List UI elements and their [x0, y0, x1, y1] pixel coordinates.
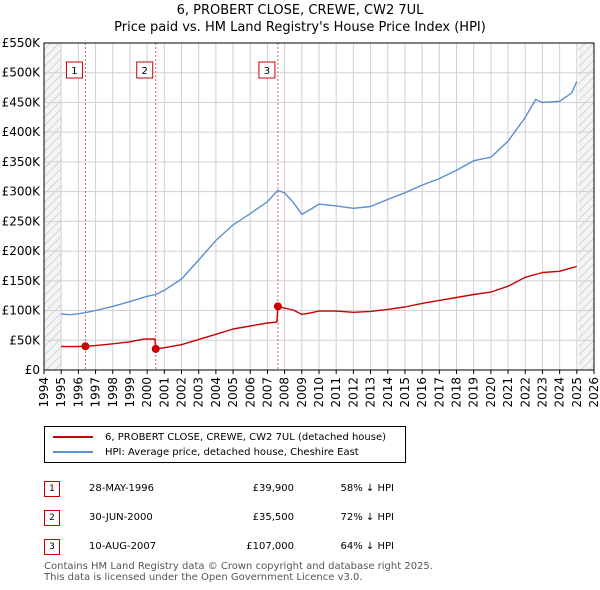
x-tick-label: 2019: [467, 377, 481, 408]
table-row: 2 30-JUN-2000 £35,500 72% ↓ HPI: [44, 503, 394, 532]
x-tick-label: 1997: [89, 377, 103, 408]
hatch-region-right: [578, 43, 594, 370]
sale-date: 10-AUG-2007: [89, 541, 157, 552]
y-tick-label: £0: [25, 363, 40, 377]
y-tick-label: £400K: [2, 125, 42, 139]
x-tick-label: 2018: [450, 377, 464, 408]
x-tick-label: 2025: [570, 377, 584, 408]
sale-label-box: [258, 61, 276, 79]
x-tick-label: 2006: [243, 377, 257, 408]
x-tick-label: 2022: [518, 377, 532, 408]
x-tick-label: 1994: [37, 377, 51, 408]
x-tick-label: 2012: [346, 377, 360, 408]
y-tick-label: £150K: [2, 274, 42, 288]
sale-price: £107,000: [246, 541, 294, 552]
table-row: 3 10-AUG-2007 £107,000 64% ↓ HPI: [44, 532, 394, 561]
x-tick-label: 2015: [398, 377, 412, 408]
x-tick-label: 2002: [175, 377, 189, 408]
legend-item-property: 6, PROBERT CLOSE, CREWE, CW2 7UL (detach…: [53, 430, 386, 444]
sale-point: [81, 342, 90, 351]
x-tick-label: 2020: [484, 377, 498, 408]
footer-copyright: Contains HM Land Registry data © Crown c…: [44, 561, 433, 572]
x-tick-label: 2005: [226, 377, 240, 408]
sale-label-box: [136, 61, 154, 79]
x-tick-label: 2014: [381, 377, 395, 408]
sale-label-text: 2: [142, 66, 148, 77]
x-tick-label: 2021: [501, 377, 515, 408]
x-tick-label: 2024: [553, 377, 567, 408]
sale-price: £35,500: [252, 512, 294, 523]
x-tick-label: 2009: [295, 377, 309, 408]
chart-title: 6, PROBERT CLOSE, CREWE, CW2 7UL: [176, 3, 424, 18]
y-tick-label: £200K: [2, 244, 42, 258]
y-tick-label: £250K: [2, 214, 42, 228]
sale-hpi-diff: 64% ↓ HPI: [340, 541, 394, 552]
y-tick-label: £50K: [9, 333, 41, 347]
x-tick-label: 2011: [329, 377, 343, 408]
sale-marker-2: 2: [44, 509, 60, 526]
sale-date: 28-MAY-1996: [89, 483, 155, 494]
hatch-region-left: [44, 43, 62, 370]
x-tick-label: 2016: [415, 377, 429, 408]
sale-point: [273, 302, 282, 311]
x-tick-label: 2001: [157, 377, 171, 408]
x-tick-label: 2003: [192, 377, 206, 408]
x-tick-label: 2023: [535, 377, 549, 408]
legend-swatch-property: [53, 436, 93, 438]
legend-item-hpi: HPI: Average price, detached house, Ches…: [53, 445, 359, 459]
y-tick-label: £550K: [2, 36, 42, 50]
x-tick-label: 1996: [71, 377, 85, 408]
legend-label-property: 6, PROBERT CLOSE, CREWE, CW2 7UL (detach…: [105, 431, 387, 443]
x-tick-label: 2026: [587, 377, 600, 408]
sale-label-text: 1: [71, 66, 77, 77]
sale-label-text: 3: [264, 66, 270, 77]
x-tick-label: 1998: [106, 377, 120, 408]
sale-marker-3: 3: [44, 538, 60, 555]
x-tick-label: 2013: [364, 377, 378, 408]
x-tick-label: 2007: [260, 377, 274, 408]
sale-label-box: [65, 61, 83, 79]
legend-swatch-hpi: [53, 451, 93, 453]
sale-point: [151, 344, 160, 353]
sale-marker-1: 1: [44, 480, 60, 497]
footer-licence: This data is licensed under the Open Gov…: [44, 572, 363, 583]
x-tick-label: 2000: [140, 377, 154, 408]
x-tick-label: 2004: [209, 377, 223, 408]
footer: Contains HM Land Registry data © Crown c…: [44, 561, 433, 583]
legend-label-hpi: HPI: Average price, detached house, Ches…: [105, 446, 359, 458]
sale-hpi-diff: 72% ↓ HPI: [340, 512, 394, 523]
sale-hpi-diff: 58% ↓ HPI: [340, 483, 394, 494]
y-tick-label: £500K: [2, 66, 42, 80]
table-row: 1 28-MAY-1996 £39,900 58% ↓ HPI: [44, 474, 394, 503]
x-tick-label: 2010: [312, 377, 326, 408]
x-tick-label: 2008: [278, 377, 292, 408]
sale-date: 30-JUN-2000: [89, 512, 153, 523]
legend: 6, PROBERT CLOSE, CREWE, CW2 7UL (detach…: [44, 426, 406, 463]
x-tick-label: 1999: [123, 377, 137, 408]
x-tick-label: 1995: [54, 377, 68, 408]
chart-subtitle: Price paid vs. HM Land Registry's House …: [114, 20, 486, 35]
x-tick-label: 2017: [432, 377, 446, 408]
sale-price: £39,900: [252, 483, 294, 494]
y-tick-label: £450K: [2, 95, 42, 109]
y-tick-label: £300K: [2, 185, 42, 199]
y-tick-label: £350K: [2, 155, 42, 169]
price-chart: 1 2 3 £0 £50K £100K £150K £200K £250K £300K £350K…: [2, 36, 600, 408]
property-series-line: [61, 265, 577, 350]
hpi-series-line: [61, 81, 578, 316]
y-tick-label: £100K: [2, 304, 42, 318]
sales-table: 1 28-MAY-1996 £39,900 58% ↓ HPI 2 30-JUN…: [44, 474, 394, 561]
